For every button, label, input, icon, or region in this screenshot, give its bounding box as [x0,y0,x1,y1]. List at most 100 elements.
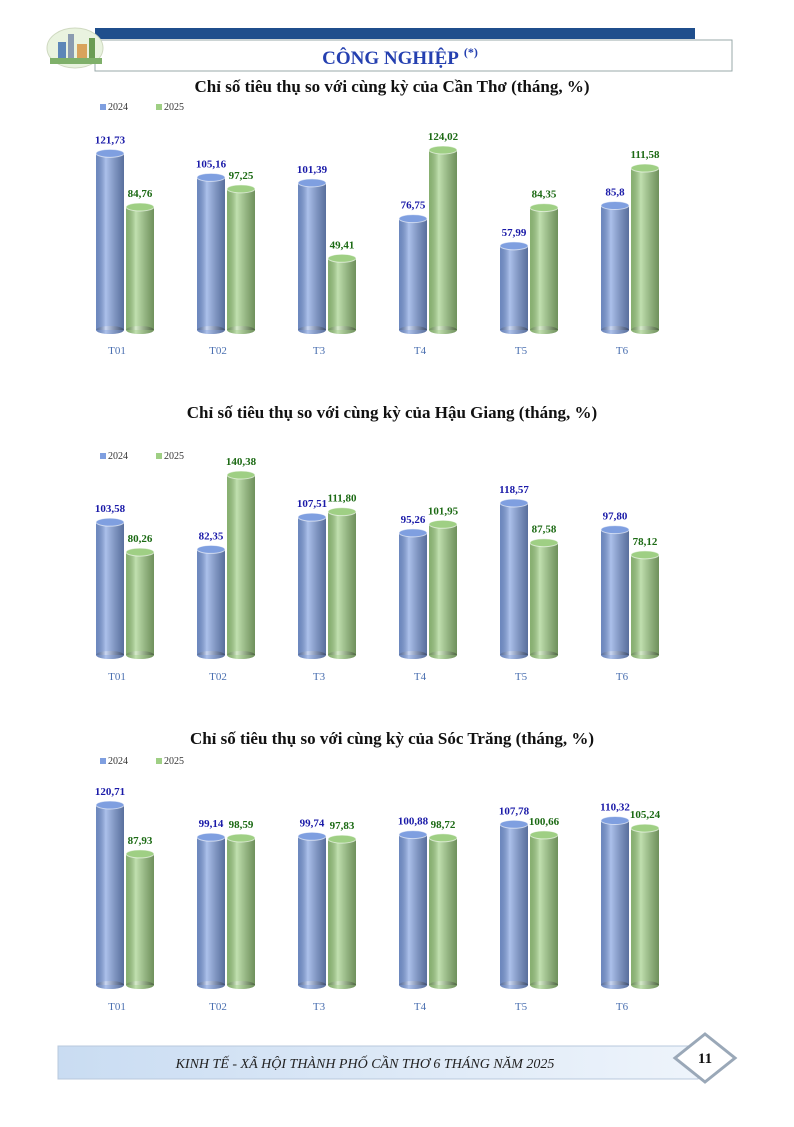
bar-top [226,470,256,480]
bar-bottom-shade [298,326,326,334]
x-tick-label: T4 [414,345,427,357]
bar [95,800,125,989]
bar-bottom-shade [227,651,255,659]
x-tick-label: T5 [515,671,528,683]
bar-top [95,517,125,527]
bar [327,253,357,334]
bar-top [499,819,529,829]
header-note: (*) [464,45,478,59]
bar-shade [96,805,124,985]
bar [630,163,660,334]
bar-bottom-shade [500,326,528,334]
bar-top [428,145,458,155]
x-tick-label: T5 [515,345,528,357]
data-label: 95,26 [401,514,426,526]
bar [630,550,660,659]
x-tick-label: T02 [209,1001,227,1013]
bar [499,819,529,989]
data-label: 101,39 [297,164,328,176]
bar-shade [197,177,225,330]
legend-swatch [156,453,162,459]
bar [226,184,256,334]
bar-bottom-shade [96,326,124,334]
data-label: 97,83 [330,820,355,832]
legend-swatch [100,758,106,764]
bar-top [196,172,226,182]
legend-label: 2024 [108,102,128,113]
data-label: 98,59 [229,819,254,831]
bar-top [428,519,458,529]
bar-top [398,528,428,538]
bar [398,528,428,659]
bar-bottom-shade [399,981,427,989]
bar-bottom-shade [96,981,124,989]
bar-shade [298,836,326,985]
bar-shade [399,532,427,655]
bar-shade [429,524,457,655]
bar-shade [429,150,457,330]
data-label: 107,78 [499,805,530,817]
data-label: 49,41 [330,239,355,251]
bar [95,517,125,659]
bar-top [327,253,357,263]
bar-top [226,833,256,843]
bar-shade [227,188,255,330]
data-label: 97,80 [603,511,628,523]
data-label: 105,24 [630,809,661,821]
bar-shade [631,168,659,330]
bar [196,172,226,334]
bar-bottom-shade [429,326,457,334]
bar-top [125,202,155,212]
data-label: 118,57 [499,484,529,496]
bar-bottom-shade [328,326,356,334]
bar-bottom-shade [530,981,558,989]
bar-top [600,525,630,535]
data-label: 87,58 [532,524,557,536]
logo-ground [50,58,102,64]
data-label: 80,26 [128,533,153,545]
x-tick-label: T6 [616,671,629,683]
x-tick-label: T01 [108,1001,126,1013]
bar [600,815,630,989]
bar-bottom-shade [500,651,528,659]
x-tick-label: T3 [313,345,326,357]
bar-bottom-shade [96,651,124,659]
bar-top [600,815,630,825]
bar [196,832,226,989]
bar [196,544,226,659]
bar [428,145,458,334]
bar [398,830,428,989]
bar [226,470,256,659]
bar-bottom-shade [227,981,255,989]
data-label: 76,75 [401,200,426,212]
bar-bottom-shade [601,981,629,989]
legend-label: 2025 [164,756,184,767]
x-tick-label: T3 [313,1001,326,1013]
bar-top [327,834,357,844]
bar-top [125,547,155,557]
bar-bottom-shade [530,651,558,659]
bar-shade [126,853,154,985]
bar-top [297,512,327,522]
bar-shade [328,511,356,655]
bar-bottom-shade [126,326,154,334]
data-label: 124,02 [428,131,459,143]
bar-bottom-shade [429,651,457,659]
bar-bottom-shade [601,326,629,334]
bar [630,823,660,989]
bar-bottom-shade [126,981,154,989]
bar-bottom-shade [328,651,356,659]
x-tick-label: T6 [616,1001,629,1013]
bar-shade [298,182,326,330]
bar [428,833,458,989]
bar-shade [227,837,255,985]
bar-top [95,148,125,158]
bar [327,834,357,989]
bar-top [226,184,256,194]
legend-swatch [156,758,162,764]
bar-shade [500,824,528,985]
bar-top [529,830,559,840]
bar-top [297,831,327,841]
data-label: 78,12 [633,536,658,548]
bar [499,498,529,659]
